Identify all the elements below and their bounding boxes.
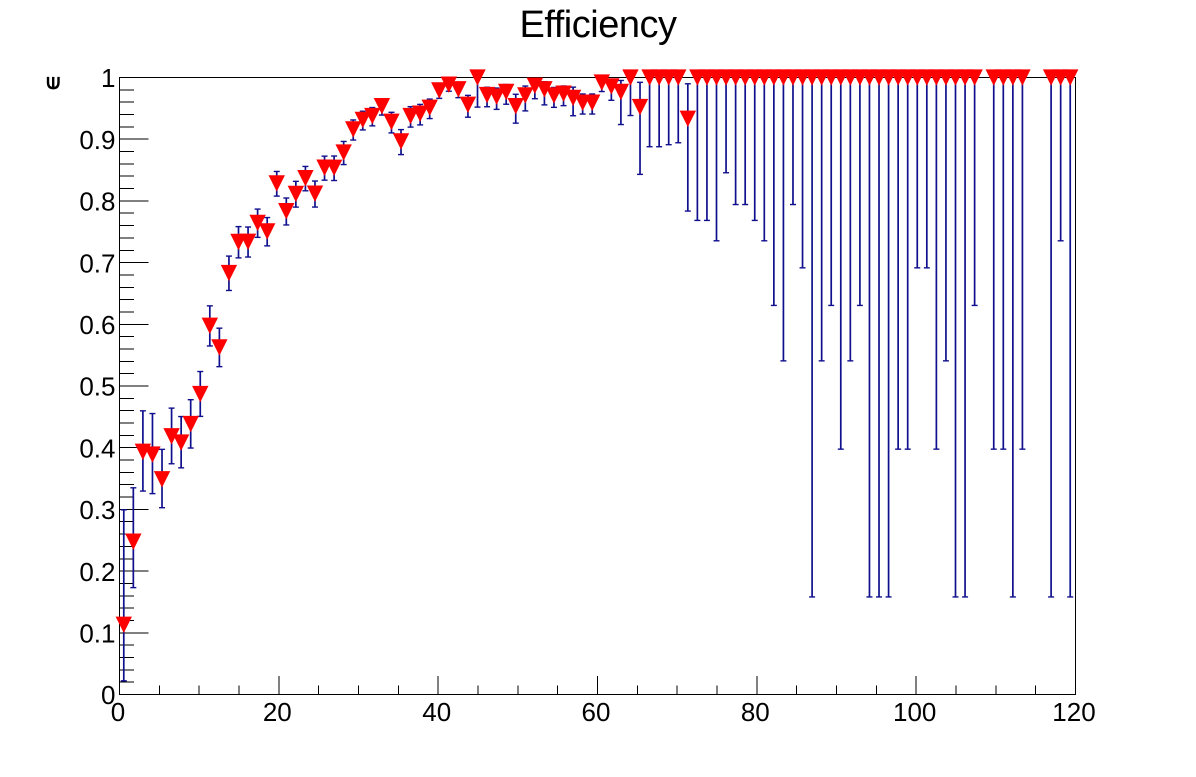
svg-text:100: 100 — [893, 697, 936, 727]
svg-text:Efficiency: Efficiency — [520, 4, 677, 46]
svg-text:120: 120 — [1052, 697, 1095, 727]
svg-text:40: 40 — [422, 697, 451, 727]
svg-text:0.7: 0.7 — [79, 248, 115, 278]
svg-text:0.8: 0.8 — [79, 187, 115, 217]
svg-text:0.5: 0.5 — [79, 372, 115, 402]
svg-text:0.1: 0.1 — [79, 619, 115, 649]
svg-text:0.6: 0.6 — [79, 310, 115, 340]
svg-text:60: 60 — [582, 697, 611, 727]
svg-text:1: 1 — [101, 63, 115, 93]
svg-text:0.2: 0.2 — [79, 557, 115, 587]
svg-text:0: 0 — [101, 680, 115, 710]
svg-text:80: 80 — [741, 697, 770, 727]
svg-text:0.9: 0.9 — [79, 125, 115, 155]
svg-text:0.4: 0.4 — [79, 433, 115, 463]
svg-text:20: 20 — [263, 697, 292, 727]
svg-text:0: 0 — [111, 697, 125, 727]
svg-text:0.3: 0.3 — [79, 495, 115, 525]
